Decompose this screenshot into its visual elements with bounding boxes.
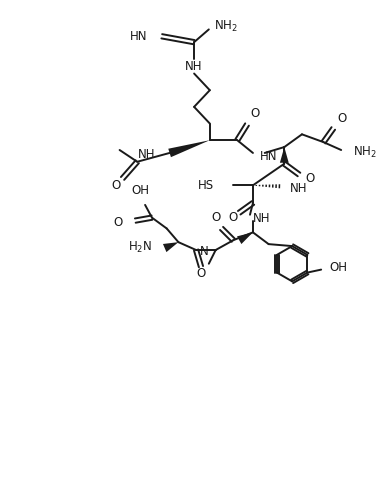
Text: O: O <box>250 106 259 120</box>
Polygon shape <box>163 242 179 252</box>
Polygon shape <box>168 140 210 157</box>
Text: NH: NH <box>290 182 308 194</box>
Text: O: O <box>337 112 347 124</box>
Text: HN: HN <box>260 150 277 164</box>
Text: O: O <box>196 267 206 280</box>
Text: O: O <box>111 179 120 192</box>
Text: NH$_2$: NH$_2$ <box>214 19 238 34</box>
Text: NH: NH <box>185 60 203 73</box>
Text: HN: HN <box>130 30 147 43</box>
Text: O: O <box>113 216 122 229</box>
Text: O: O <box>211 210 220 224</box>
Polygon shape <box>280 147 289 162</box>
Text: OH: OH <box>329 261 347 274</box>
Text: O: O <box>305 172 314 185</box>
Polygon shape <box>237 232 253 244</box>
Text: NH: NH <box>138 148 155 162</box>
Text: N: N <box>200 246 209 258</box>
Text: NH: NH <box>253 212 271 225</box>
Text: H$_2$N: H$_2$N <box>128 240 152 254</box>
Text: NH$_2$: NH$_2$ <box>353 146 377 160</box>
Text: HS: HS <box>198 179 214 192</box>
Text: O: O <box>229 211 238 224</box>
Text: OH: OH <box>131 184 149 197</box>
